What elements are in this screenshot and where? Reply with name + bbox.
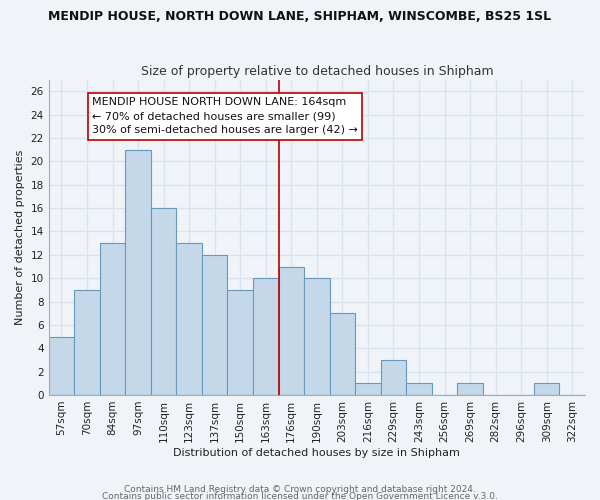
Bar	[457, 384, 483, 395]
Y-axis label: Number of detached properties: Number of detached properties	[15, 150, 25, 325]
Bar	[355, 384, 380, 395]
Bar	[304, 278, 329, 395]
Bar	[253, 278, 278, 395]
Bar	[227, 290, 253, 395]
Title: Size of property relative to detached houses in Shipham: Size of property relative to detached ho…	[140, 66, 493, 78]
Text: Contains HM Land Registry data © Crown copyright and database right 2024.: Contains HM Land Registry data © Crown c…	[124, 486, 476, 494]
Bar	[125, 150, 151, 395]
Bar	[202, 255, 227, 395]
Bar	[49, 336, 74, 395]
X-axis label: Distribution of detached houses by size in Shipham: Distribution of detached houses by size …	[173, 448, 460, 458]
Bar	[534, 384, 559, 395]
Bar	[278, 266, 304, 395]
Bar	[380, 360, 406, 395]
Text: Contains public sector information licensed under the Open Government Licence v.: Contains public sector information licen…	[102, 492, 498, 500]
Bar	[74, 290, 100, 395]
Bar	[100, 243, 125, 395]
Bar	[329, 313, 355, 395]
Bar	[151, 208, 176, 395]
Bar	[406, 384, 432, 395]
Text: MENDIP HOUSE, NORTH DOWN LANE, SHIPHAM, WINSCOMBE, BS25 1SL: MENDIP HOUSE, NORTH DOWN LANE, SHIPHAM, …	[49, 10, 551, 23]
Bar	[176, 243, 202, 395]
Text: MENDIP HOUSE NORTH DOWN LANE: 164sqm
← 70% of detached houses are smaller (99)
3: MENDIP HOUSE NORTH DOWN LANE: 164sqm ← 7…	[92, 97, 358, 135]
